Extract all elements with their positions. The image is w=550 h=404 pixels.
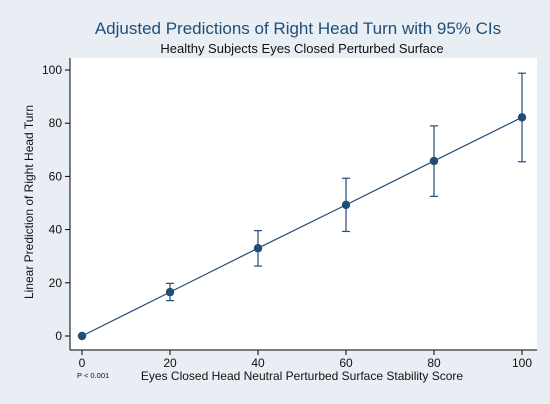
chart-title: Adjusted Predictions of Right Head Turn … [95, 19, 501, 38]
data-layer [77, 72, 527, 341]
y-tick-label: 0 [55, 329, 62, 343]
y-axis-label: Linear Prediction of Right Head Turn [22, 105, 36, 299]
p-value-annotation: P < 0.001 [77, 371, 109, 380]
data-point [165, 287, 175, 297]
plot-area [70, 58, 537, 350]
data-point [429, 156, 439, 166]
x-tick-label: 60 [339, 356, 353, 370]
y-tick-label: 20 [49, 276, 63, 290]
x-tick-label: 20 [163, 356, 177, 370]
prediction-line [81, 116, 523, 337]
y-tick-label: 100 [42, 63, 62, 77]
y-tick-label: 80 [49, 116, 63, 130]
data-point [253, 244, 263, 253]
x-axis-label: Eyes Closed Head Neutral Perturbed Surfa… [141, 369, 463, 383]
data-point [341, 200, 351, 210]
x-tick-label: 80 [427, 356, 441, 370]
x-tick-label: 100 [512, 356, 532, 370]
data-point [77, 331, 87, 341]
x-tick-label: 0 [79, 356, 86, 370]
axes: 0 20 40 60 80 100 0 20 40 60 80 100 [42, 58, 537, 370]
x-tick-label: 40 [251, 356, 265, 370]
y-tick-label: 40 [49, 223, 63, 237]
y-tick-label: 60 [49, 169, 63, 183]
data-point [517, 113, 527, 122]
chart-subtitle: Healthy Subjects Eyes Closed Perturbed S… [160, 41, 443, 56]
